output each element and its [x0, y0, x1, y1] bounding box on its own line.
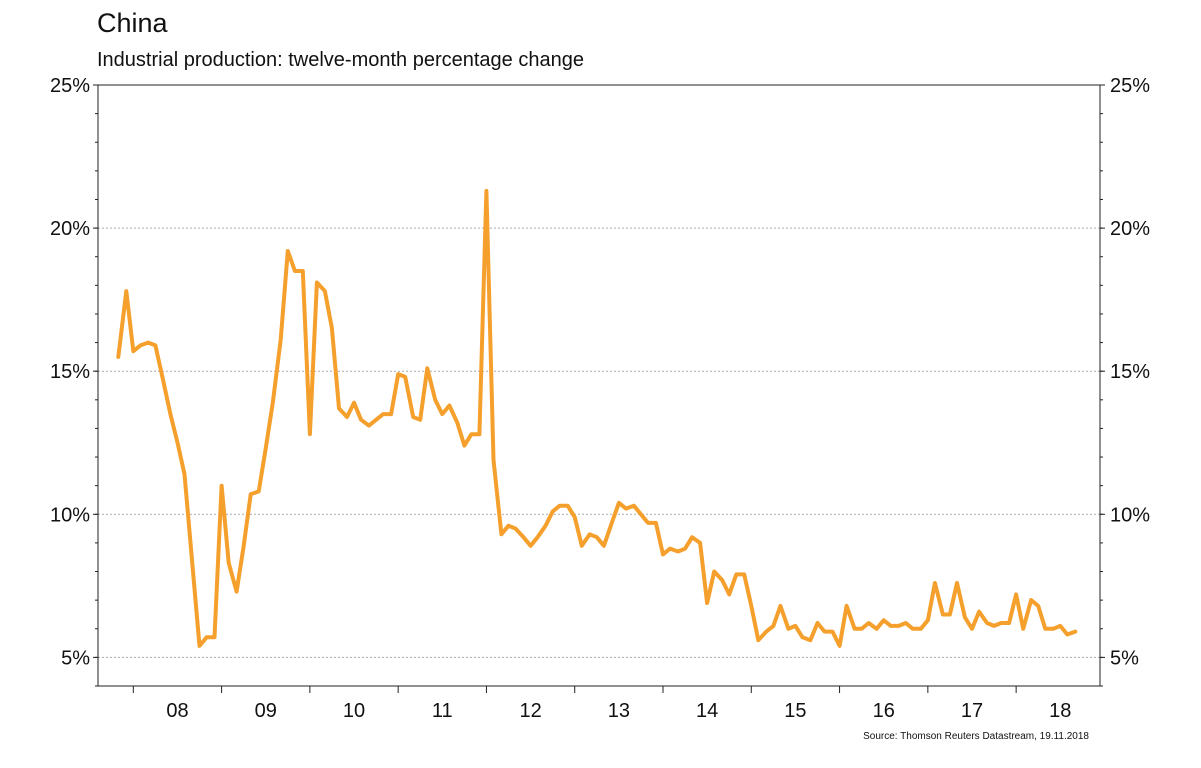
x-tick-label: 12 — [519, 700, 541, 722]
x-tick-label: 18 — [1049, 700, 1071, 722]
x-tick-label: 13 — [608, 700, 630, 722]
y-tick-label-left: 10% — [50, 504, 90, 526]
y-tick-label-left: 25% — [50, 75, 90, 97]
chart-title: China — [97, 8, 168, 38]
y-tick-label-left: 15% — [50, 361, 90, 383]
x-tick-label: 14 — [696, 700, 718, 722]
x-tick-label: 17 — [961, 700, 983, 722]
chart-subtitle: Industrial production: twelve-month perc… — [97, 49, 584, 71]
y-tick-label-right: 15% — [1110, 361, 1150, 383]
x-tick-label: 09 — [255, 700, 277, 722]
y-tick-label-right: 5% — [1110, 647, 1139, 669]
y-tick-label-right: 20% — [1110, 218, 1150, 240]
y-tick-label-left: 20% — [50, 218, 90, 240]
x-tick-label: 08 — [166, 700, 188, 722]
x-tick-label: 16 — [873, 700, 895, 722]
x-tick-label: 11 — [432, 700, 453, 722]
y-tick-label-right: 25% — [1110, 75, 1150, 97]
source-note: Source: Thomson Reuters Datastream, 19.1… — [863, 731, 1089, 742]
x-tick-label: 15 — [784, 700, 806, 722]
y-tick-label-left: 5% — [61, 647, 90, 669]
series-line — [116, 188, 1078, 648]
plot-frame — [97, 84, 1101, 687]
x-tick-label: 10 — [343, 700, 365, 722]
y-tick-label-right: 10% — [1110, 504, 1150, 526]
